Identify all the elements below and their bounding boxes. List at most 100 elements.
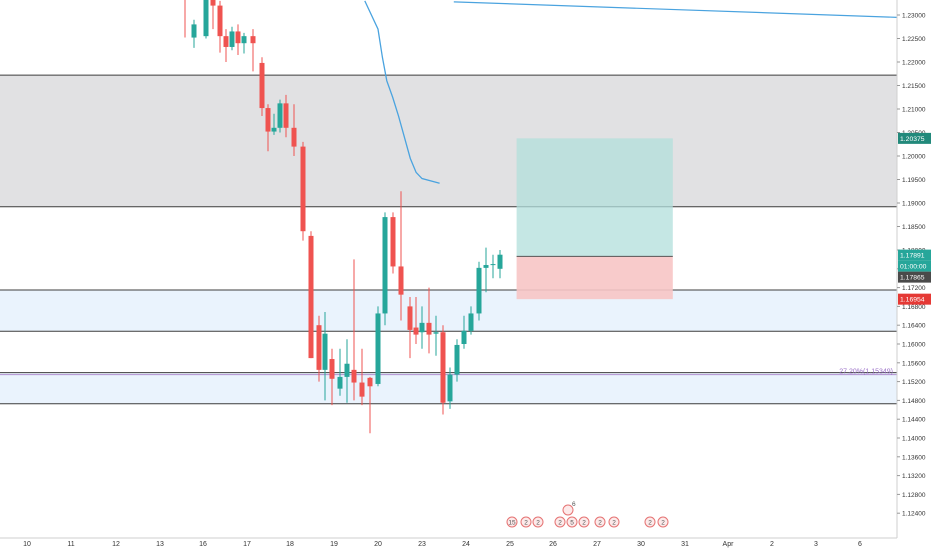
event-marker: 5 [566,516,578,528]
price-tick-label: 1.23000 [902,13,926,20]
candle [241,32,247,54]
event-marker-label: 2 [661,520,665,527]
event-marker: 15 [506,516,518,528]
candle-body [461,330,467,344]
event-marker: 2 [608,516,620,528]
price-tick-label: 1.19000 [902,201,926,208]
event-marker-flag-icon [506,516,518,528]
event-markers-layer: 15 2 2 2 5 2 2 2 2 2 6 [506,501,669,528]
candle [265,104,271,152]
candle-body [308,235,314,359]
event-marker-label: 2 [536,520,540,527]
candle-body [398,266,404,295]
candle [483,247,489,293]
candle [426,287,432,354]
event-marker: 2 [520,516,532,528]
candle [210,0,216,30]
candle [419,306,425,349]
candle [337,348,343,396]
event-marker: 2 [578,516,590,528]
stop-price-label-bg [898,293,931,305]
candle [316,315,322,382]
time-tick-label: 3 [814,541,818,548]
event-marker-flag-icon [520,516,532,528]
candle-body [375,313,381,384]
candle [235,24,241,55]
price-tick-label: 1.14000 [902,436,926,443]
candle [440,325,446,415]
entry-price-label: 1.17865 [900,275,925,282]
candle [398,191,404,321]
time-tick-label: 10 [23,541,31,548]
candle-body [351,369,357,383]
candle [277,99,283,133]
time-tick-label: 20 [374,541,382,548]
lines-layer [364,0,898,184]
candle-body [271,127,277,132]
upper-resistance-zone [0,75,897,207]
time-tick-label: 11 [67,541,74,548]
event-marker-flag-icon [594,516,606,528]
event-marker-flag-icon [578,516,590,528]
event-marker-label: 6 [572,501,576,508]
candle-body [419,322,425,333]
price-tick-label: 1.12800 [902,492,926,499]
candle-body [490,264,496,266]
price-tick-label: 1.21000 [902,107,926,114]
price-tick-label: 1.12400 [902,511,926,518]
candle [217,0,223,53]
entry-price-label-bg [898,271,931,283]
candle [497,250,503,279]
candle [322,312,328,401]
price-tick-label: 1.13600 [902,454,926,461]
candle-body [203,0,209,37]
event-marker: 2 [594,516,606,528]
time-tick-label: 26 [549,541,557,548]
time-tick-label: 25 [506,541,514,548]
price-tick-label: 1.16800 [902,304,926,311]
event-marker-flag-icon [554,516,566,528]
candle-body [483,265,489,268]
candle-body [359,382,365,397]
candle-body [250,36,256,44]
candle [344,339,350,403]
candle-body [241,36,247,44]
candle-body [235,31,241,44]
candle [454,339,460,382]
trend-line [453,1,898,18]
candle-body [433,332,439,334]
event-marker-label: 5 [570,520,574,527]
price-tick-label: 1.18500 [902,224,926,231]
event-marker-flag-icon [562,504,574,516]
position-layer [516,138,673,300]
candle-body [440,332,446,403]
candle [413,297,419,344]
candle [329,348,335,406]
event-marker: 2 [644,516,656,528]
time-tick-label: 31 [681,541,689,548]
price-tick-label: 1.16400 [902,323,926,330]
candle-body [344,363,350,377]
price-tick-label: 1.16000 [902,342,926,349]
countdown-label-bg [898,260,931,272]
time-tick-label: 13 [156,541,164,548]
price-tick-label: 1.19500 [902,177,926,184]
candle-body [229,31,235,47]
candle-body [407,306,413,330]
candle [382,212,388,326]
price-labels-layer: 1.20375 1.17891 01:00:00 1.17865 1.16954 [898,132,931,305]
candle [490,254,496,279]
candle-body [300,146,306,232]
candle-body [283,103,289,128]
candle-body [468,313,474,331]
candle [291,104,297,156]
event-marker-flag-icon [608,516,620,528]
candle [468,306,474,335]
countdown-label: 01:00:00 [900,264,927,271]
candle [229,26,235,51]
event-marker-label: 2 [648,520,652,527]
candle [390,212,396,274]
candle-body [476,267,482,314]
